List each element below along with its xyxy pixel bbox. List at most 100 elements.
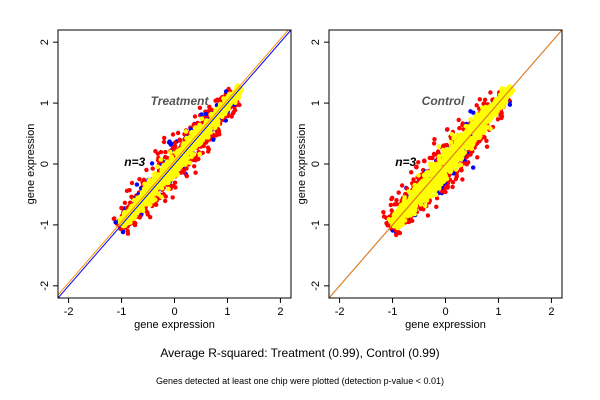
panel-1-fringe-point-580 [137,177,142,182]
panel-2-fringe-point-186 [389,208,394,213]
panel-2-yellow-point-1067 [478,131,483,136]
panel-1-yellow-point-957 [147,202,153,208]
panel-1-fringe-point-536 [163,154,168,160]
panel-1-fringe-point-84 [122,200,128,205]
panel-2-x-tick-label-1: -1 [388,306,398,318]
panel-1-fringe-point-674 [209,107,214,113]
panel-2-yellow-point-987 [420,198,426,204]
panel-1-fringe-point-248 [158,149,164,155]
panel-2-yellow-point-1019 [494,108,499,113]
panel-1-fringe-point-356 [163,149,168,155]
panel-2-fringe-point-621 [409,170,414,175]
panel-2-yellow-point-1081 [464,130,470,135]
panel-2-fringe-point-35 [457,126,462,131]
footer-note: Genes detected at least one chip were pl… [156,376,444,386]
panel-2-fringe-point-455 [475,155,480,160]
panel-1-yellow-point-1039 [176,166,181,172]
panel-1-fringe-point-175 [120,229,126,235]
panel-2-yellow-point-681 [422,203,428,209]
panel-1-yellow-point-22 [197,151,203,157]
panel-1-fringe-point-520 [162,135,167,141]
panel-2-yellow-point-822 [416,173,421,178]
panel-1-reference-line-0 [58,30,291,298]
panel-2-x-tick-label-4: 2 [548,306,554,318]
panel-1-fringe-point-39 [170,195,175,200]
panel-1-fringe-point-468 [161,139,167,145]
panel-2-fringe-point-275 [394,198,399,203]
panel-1-y-axis-label: gene expression [25,124,37,205]
panel-2-fringe-point-681 [445,184,450,189]
panel-2-fringe-point-580 [392,202,397,207]
panel-1-fringe-point-407 [184,173,189,179]
panel-2-fringe-point-544 [456,117,461,123]
panel-1-annotation: n=3 [124,155,145,169]
panel-1-fringe-point-104 [193,170,198,175]
panel-1-x-axis-label: gene expression [134,319,215,331]
panel-2-fringe-point-190 [432,137,437,142]
panel-2-yellow-point-668 [458,156,463,162]
panel-1-fringe-point-275 [192,164,197,169]
panel-2-yellow-point-1096 [425,174,430,180]
footer-r-squared: Average R-squared: Treatment (0.99), Con… [160,346,439,360]
panel-1-fringe-point-683 [113,220,118,225]
panel-1-x-tick-label-3: 1 [224,306,230,318]
panel-1-yellow-point-1040 [142,181,147,187]
panel-2-fringe-point-261 [381,214,387,219]
panel-2-fringe-point-215 [445,127,450,132]
panel-2-yellow-point-1035 [500,100,506,105]
panel-2-yellow-point-1090 [413,204,418,210]
panel-1-yellow-point-403 [166,186,171,192]
panel-2-fringe-point-577 [471,165,476,170]
panel-1-yellow-point-1088 [184,135,189,141]
panel-1-y-tick-label-0: -2 [39,281,51,291]
panel-1-fringe-point-138 [192,114,198,119]
panel-1-title: Treatment [151,94,210,108]
panel-1-yellow-point-1007 [178,159,184,164]
panel-2-fringe-point-417 [388,202,393,208]
panel-1-fringe-point-121 [170,132,176,137]
panel-1-yellow-point-664 [158,157,164,162]
panel-1-y-tick-label-2: 0 [39,161,51,167]
panel-1-fringe-point-167 [134,182,140,187]
panel-2-yellow-point-1049 [467,143,473,148]
panel-2-x-tick-label-2: 0 [442,306,448,318]
panel-2-yellow-point-714 [436,186,441,191]
panel-1-fringe-point-437 [211,137,216,142]
panel-2-yellow-point-1082 [452,156,458,162]
panel-2-fringe-point-645 [425,213,431,218]
panel-1-yellow-point-617 [168,149,173,155]
panel-2-yellow-point-907 [444,147,449,153]
panel-2-y-tick-label-4: 2 [310,39,322,45]
panel-2-yellow-point-910 [444,176,450,182]
panel-1-fringe-point-499 [163,198,168,204]
panel-2-fringe-point-230 [460,177,465,182]
panel-2-fringe-point-569 [507,102,513,107]
panel-1-yellow-point-1096 [194,127,200,132]
panel-2-fringe-point-527 [488,90,493,95]
panel-2-fringe-point-184 [477,97,482,102]
panel-1-fringe-point-223 [112,216,117,221]
panel-2-yellow-point-1097 [436,144,442,149]
panel-1-x-tick-label-1: -1 [117,306,127,318]
panel-2-yellow-point-873 [458,132,464,137]
panel-1-yellow-point-1057 [141,186,147,192]
panel-1-fringe-point-386 [150,166,155,171]
panel-1-yellow-point-829 [199,116,205,121]
panel-2-yellow-point-1030 [436,156,442,162]
panel-1-fringe-point-445 [177,138,182,143]
panel-1-x-tick-label-2: 0 [171,306,177,318]
panel-1-yellow-point-1001 [185,154,190,160]
panel-2-fringe-point-199 [416,160,421,165]
panel-1-yellow-point-1022 [216,118,221,123]
panel-2-y-tick-label-2: 0 [310,161,322,167]
panel-2-fringe-point-574 [389,196,394,202]
panel-1-fringe-point-560 [149,161,155,166]
panel-2-yellow-point-1095 [462,150,467,156]
panel-1-fringe-point-542 [154,202,159,207]
panel-1-yellow-point-1034 [236,94,241,99]
panel-2-fringe-point-685 [441,143,446,148]
panel-2-fringe-point-223 [450,184,455,190]
panel-2-fringe-point-666 [499,114,505,119]
panel-2-yellow-point-1046 [443,152,449,157]
